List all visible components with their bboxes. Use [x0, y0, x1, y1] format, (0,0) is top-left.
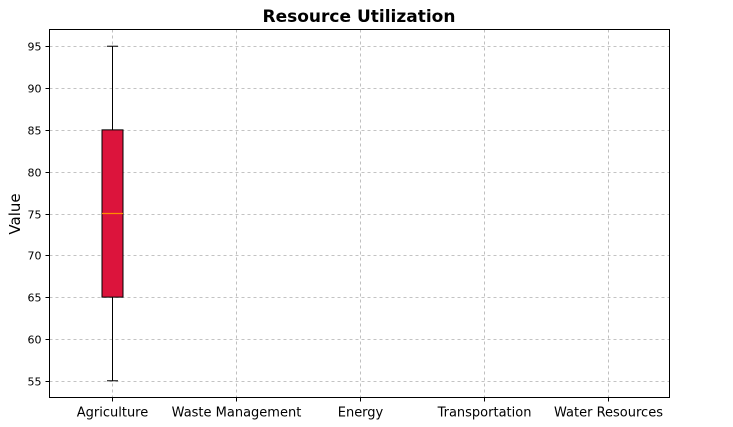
x-tick-label: Energy	[338, 406, 384, 421]
x-tick-label: Agriculture	[77, 406, 149, 421]
y-axis-ticks: 55 60 65 70 75 80 85 90 95	[28, 41, 50, 389]
plot-area-frame	[49, 29, 670, 398]
y-tick-label: 65	[28, 292, 42, 305]
y-axis-label: Value	[6, 193, 24, 234]
x-tick-label: Water Resources	[554, 406, 663, 421]
y-tick-label: 95	[28, 41, 42, 54]
chart-title: Resource Utilization	[263, 7, 456, 27]
y-tick-label: 60	[28, 334, 42, 347]
gridlines	[49, 29, 670, 398]
box-plots	[101, 45, 124, 382]
x-tick-label: Transportation	[437, 406, 532, 421]
y-tick-label: 70	[28, 250, 42, 263]
box-plot	[101, 45, 124, 382]
y-tick-label: 85	[28, 125, 42, 138]
x-axis-ticks: Agriculture Waste Management Energy Transpo…	[77, 397, 663, 421]
x-tick-label: Waste Management	[172, 406, 302, 421]
y-tick-label: 80	[28, 167, 42, 180]
y-tick-label: 55	[28, 376, 42, 389]
y-tick-label: 90	[28, 83, 42, 96]
y-tick-label: 75	[28, 209, 42, 222]
